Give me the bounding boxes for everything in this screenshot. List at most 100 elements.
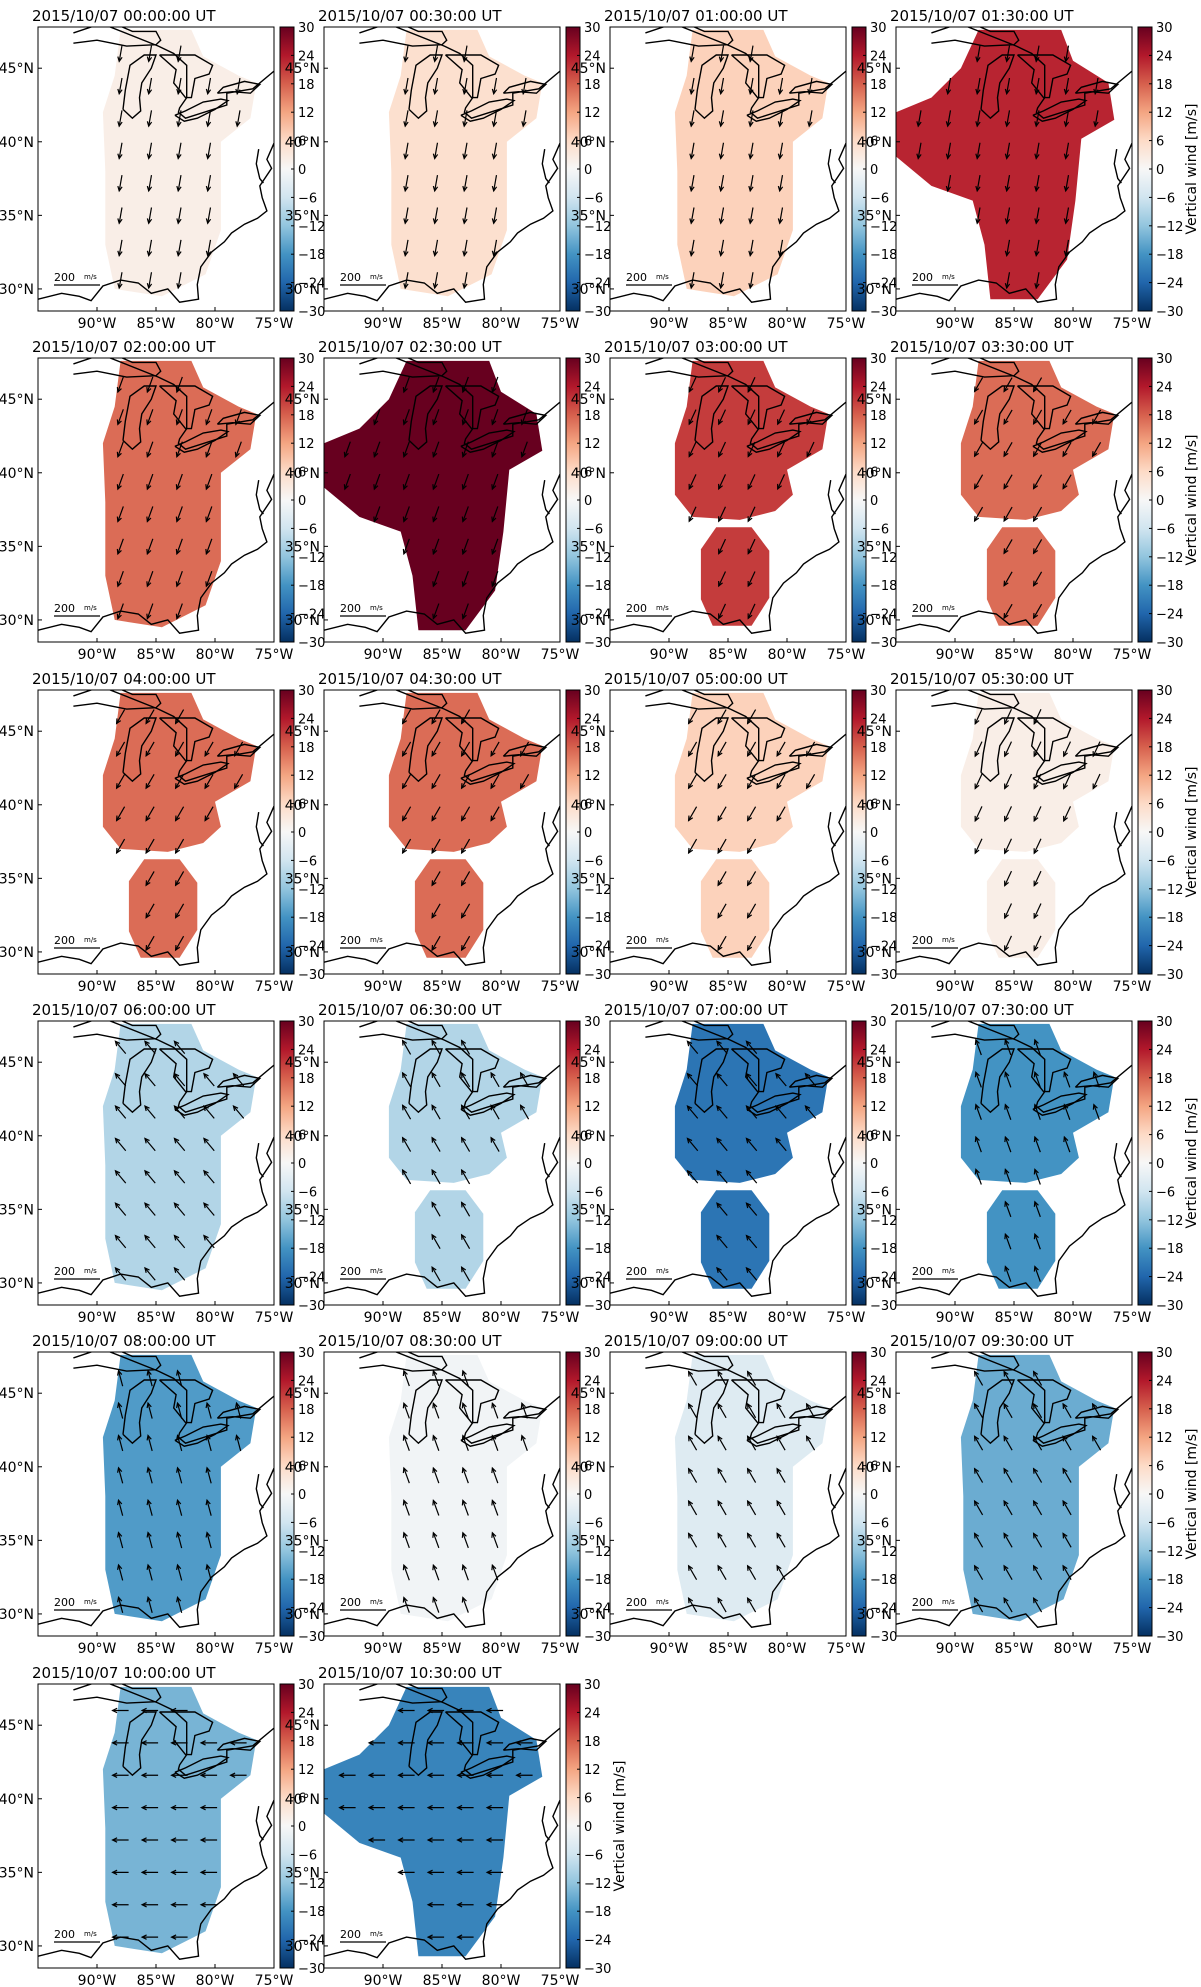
panel-title: 2015/10/07 00:00:00 UT (32, 7, 216, 25)
wind-arrow (688, 838, 698, 854)
wind-arrow-head (491, 386, 497, 394)
wind-arrow-head (687, 783, 694, 790)
coastline (255, 479, 264, 515)
wind-arrow-head (114, 1040, 121, 1047)
lat-label: 40°N (285, 466, 320, 482)
colorbar-tick: −18 (298, 579, 325, 594)
wind-arrow (688, 774, 698, 789)
colorbar-tick: 0 (870, 494, 878, 509)
wind-arrow (403, 1532, 410, 1549)
colorbar-tick: 0 (584, 826, 592, 841)
colorbar-tick: 24 (1156, 1043, 1173, 1058)
wind-arrow (463, 142, 468, 159)
wind-arrow-head (1063, 815, 1068, 823)
wind-arrow-head (1004, 1103, 1010, 1110)
colorbar-tick: −18 (870, 911, 897, 926)
wind-arrow-head (1063, 1135, 1069, 1143)
wind-arrow-head (1004, 945, 1009, 952)
wind-arrow-head (521, 121, 527, 128)
colorbar-tick: −18 (1156, 1242, 1183, 1257)
lon-label: 90°W (78, 1310, 117, 1326)
lat-label: 40°N (0, 798, 34, 814)
coastline (255, 811, 264, 847)
colorbar-tick: −12 (584, 1877, 611, 1892)
wind-arrow (688, 741, 698, 757)
wind-arrow (745, 1040, 758, 1055)
colorbar-tick: 12 (584, 1763, 601, 1778)
wind-arrow (176, 1370, 183, 1387)
wind-arrow-head (460, 1168, 467, 1176)
wind-arrow (1033, 474, 1043, 489)
coastline (731, 1379, 786, 1424)
wind-arrow-head (1032, 1370, 1039, 1377)
coastline (610, 473, 846, 634)
wind-arrow-head (717, 750, 723, 757)
wind-arrow-head (716, 1072, 722, 1079)
wind-arrow (690, 272, 695, 289)
wind-arrow-head (174, 750, 181, 757)
colorbar-tick: −12 (1156, 551, 1183, 566)
wind-arrow (718, 474, 727, 490)
wind-arrow-head (777, 121, 784, 128)
wind-arrow-head (140, 1902, 147, 1908)
colorbar-tick: 6 (870, 1129, 878, 1144)
wind-arrow-head (432, 386, 438, 394)
wind-arrow-head (146, 250, 153, 257)
coastline (73, 358, 162, 378)
lat-label: 35°N (285, 1202, 320, 1218)
lon-label: 90°W (78, 1973, 117, 1987)
wind-arrow-head (1062, 1435, 1068, 1442)
wind-arrow (1004, 1039, 1012, 1056)
wind-arrow (749, 239, 754, 256)
panel-title: 2015/10/07 02:00:00 UT (32, 338, 216, 356)
wind-arrow (690, 45, 695, 62)
coastline (108, 358, 274, 450)
colorbar-tick: −30 (298, 968, 325, 983)
wind-arrow (1004, 1169, 1012, 1185)
coastline (108, 1352, 274, 1444)
wind-arrow-head (146, 516, 152, 523)
wind-arrow (1034, 1104, 1041, 1120)
wind-arrow-head (745, 1169, 752, 1176)
colorbar-tick: −30 (584, 636, 611, 651)
panel-title: 2015/10/07 01:00:00 UT (604, 7, 788, 25)
wind-arrow-head (402, 386, 408, 394)
wind-arrow-head (144, 1234, 150, 1241)
wind-arrow (1034, 1234, 1041, 1250)
wind-arrow (205, 409, 213, 425)
coastline (610, 805, 846, 966)
coastline (966, 1352, 1132, 1444)
wind-arrow-head (431, 912, 437, 919)
panel-title: 2015/10/07 01:30:00 UT (890, 7, 1074, 25)
wind-arrow-head (777, 250, 784, 257)
wind-arrow-head (747, 516, 753, 523)
wind-arrow-head (974, 1135, 980, 1143)
wind-arrow-head (116, 451, 122, 459)
wind-arrow-head (1062, 451, 1068, 458)
wind-arrow (947, 110, 952, 127)
scale-unit: m/s (656, 604, 669, 612)
wind-arrow (463, 110, 468, 127)
wind-arrow (432, 441, 440, 457)
wind-arrow-head (485, 1740, 492, 1746)
wind-arrow (749, 45, 754, 62)
wind-arrow-head (367, 1740, 374, 1746)
wind-arrow-head (717, 1402, 723, 1409)
wind-arrow-head (116, 484, 122, 491)
lon-label: 80°W (196, 647, 235, 663)
coastline (359, 358, 448, 378)
wind-arrow-head (1032, 1564, 1039, 1571)
colorbar-tick: 0 (584, 163, 592, 178)
map-panel: 2015/10/07 10:30:00 UT45°N40°N35°N30°N90… (285, 1664, 628, 1987)
wind-arrow-head (717, 912, 723, 919)
lon-label: 90°W (78, 1641, 117, 1657)
wind-arrow-head (117, 121, 123, 128)
wind-arrow (117, 1435, 124, 1452)
wind-arrow-head (461, 1466, 467, 1474)
wind-arrow (804, 1105, 817, 1119)
coastline (324, 142, 560, 303)
wind-arrow-head (1062, 1499, 1068, 1507)
lon-label: 90°W (650, 647, 689, 663)
lat-label: 35°N (285, 208, 320, 224)
wind-arrow-head (431, 718, 437, 725)
